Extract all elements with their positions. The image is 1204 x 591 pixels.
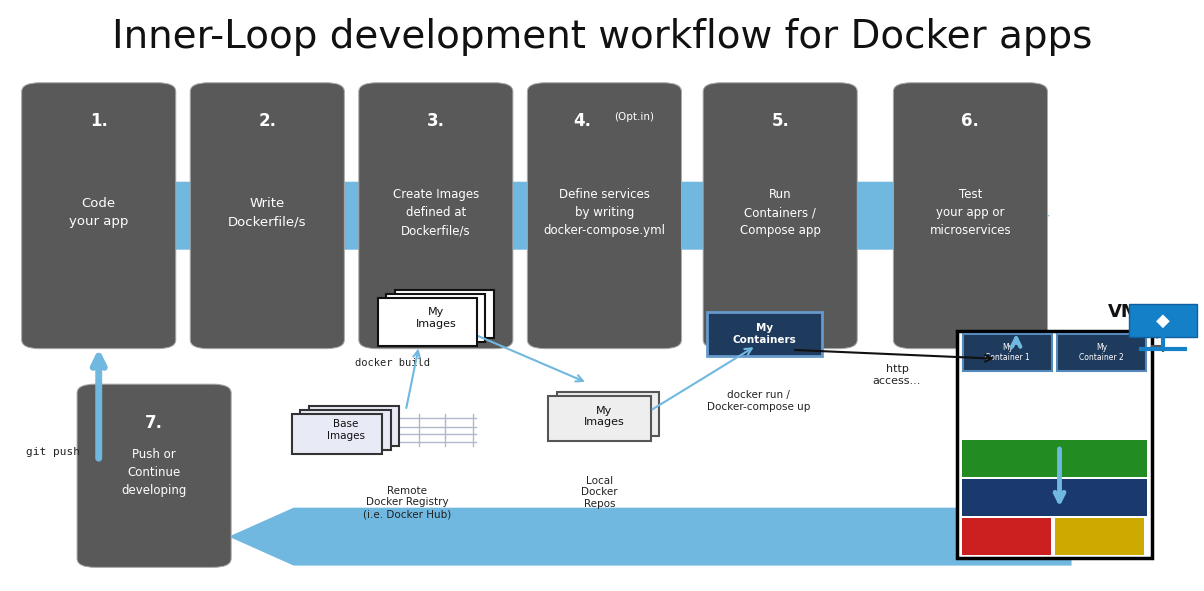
- Text: Test
your app or
microservices: Test your app or microservices: [929, 189, 1011, 237]
- FancyBboxPatch shape: [395, 290, 494, 338]
- Text: My
Images: My Images: [415, 307, 456, 329]
- Text: Inner-Loop development workflow for Docker apps: Inner-Loop development workflow for Dock…: [112, 18, 1092, 56]
- Text: My
Container 1: My Container 1: [985, 343, 1031, 362]
- FancyBboxPatch shape: [378, 298, 477, 346]
- Text: Base
Images: Base Images: [326, 420, 365, 441]
- Text: Push or
Continue
developing: Push or Continue developing: [122, 449, 187, 497]
- FancyBboxPatch shape: [707, 312, 822, 356]
- FancyBboxPatch shape: [22, 83, 176, 349]
- Text: Remote
Docker Registry
(i.e. Docker Hub): Remote Docker Registry (i.e. Docker Hub): [362, 486, 452, 519]
- Text: 2.: 2.: [259, 112, 276, 130]
- FancyBboxPatch shape: [308, 406, 400, 446]
- FancyBboxPatch shape: [1129, 304, 1197, 337]
- Text: My
Images: My Images: [584, 405, 624, 427]
- FancyBboxPatch shape: [77, 384, 231, 567]
- Text: Run
Containers /
Compose app: Run Containers / Compose app: [739, 189, 821, 237]
- Text: git push: git push: [26, 447, 81, 457]
- FancyBboxPatch shape: [190, 83, 344, 349]
- FancyBboxPatch shape: [957, 331, 1152, 558]
- FancyBboxPatch shape: [962, 518, 1051, 555]
- Text: 7.: 7.: [146, 414, 163, 431]
- Text: docker run /
Docker-compose up: docker run / Docker-compose up: [707, 390, 810, 412]
- Polygon shape: [229, 508, 1072, 566]
- FancyBboxPatch shape: [556, 392, 660, 436]
- Text: Local
Docker
Repos: Local Docker Repos: [582, 476, 618, 509]
- Text: My
Container 2: My Container 2: [1079, 343, 1125, 362]
- Text: My
Containers: My Containers: [733, 323, 796, 345]
- FancyBboxPatch shape: [1057, 334, 1146, 371]
- FancyBboxPatch shape: [962, 440, 1147, 477]
- FancyBboxPatch shape: [703, 83, 857, 349]
- FancyBboxPatch shape: [359, 83, 513, 349]
- FancyBboxPatch shape: [1055, 518, 1144, 555]
- Text: ◆: ◆: [1156, 311, 1170, 329]
- FancyBboxPatch shape: [301, 410, 390, 450]
- Text: Code
your app: Code your app: [69, 197, 129, 228]
- Text: 4.: 4.: [574, 112, 591, 130]
- Text: (Opt.in): (Opt.in): [614, 112, 655, 122]
- Polygon shape: [26, 182, 1050, 249]
- Text: Create Images
defined at
Dockerfile/s: Create Images defined at Dockerfile/s: [393, 189, 479, 237]
- Text: Define services
by writing
docker-compose.yml: Define services by writing docker-compos…: [543, 189, 666, 237]
- FancyBboxPatch shape: [962, 479, 1147, 516]
- Text: http
access...: http access...: [873, 365, 921, 386]
- Text: 5.: 5.: [772, 112, 789, 130]
- FancyBboxPatch shape: [963, 334, 1052, 371]
- Text: Write
Dockerfile/s: Write Dockerfile/s: [228, 197, 307, 228]
- Text: 3.: 3.: [427, 112, 444, 130]
- Text: docker build: docker build: [355, 359, 430, 368]
- FancyBboxPatch shape: [386, 294, 485, 342]
- FancyBboxPatch shape: [527, 83, 681, 349]
- Text: VM: VM: [1108, 303, 1139, 321]
- Text: 6.: 6.: [962, 112, 979, 130]
- FancyBboxPatch shape: [549, 397, 650, 441]
- Text: 1.: 1.: [90, 112, 107, 130]
- FancyBboxPatch shape: [893, 83, 1047, 349]
- FancyBboxPatch shape: [293, 414, 383, 454]
